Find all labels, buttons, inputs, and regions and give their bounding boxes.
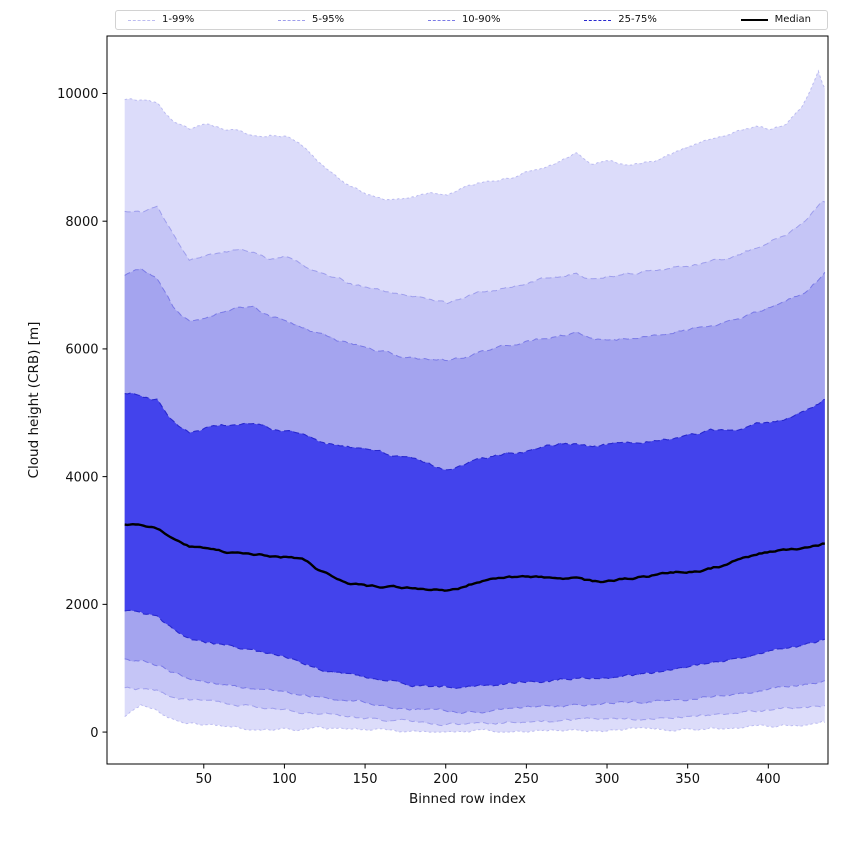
legend-line-sample	[128, 19, 155, 21]
x-tick-label-150: 150	[353, 772, 378, 787]
band-fills	[124, 71, 825, 733]
x-axis-label: Binned row index	[408, 791, 527, 807]
legend-line-sample	[584, 19, 612, 21]
x-tick-label-200: 200	[433, 772, 458, 787]
legend-label: Median	[774, 14, 811, 25]
axes: 50 100 150 200 250 300 350 40002000400060008000…	[57, 35, 829, 787]
legend-label: 10-90%	[461, 14, 501, 25]
y-tick-label-10000: 10000	[57, 87, 98, 102]
edge-line-p25	[124, 609, 825, 690]
edge-line-p90	[124, 267, 826, 362]
legend-item-5-95-: 5-95%	[277, 14, 345, 25]
x-tick-label-300: 300	[595, 772, 620, 787]
edge-line-p95	[124, 200, 825, 305]
legend-item-10-90-: 10-90%	[427, 14, 501, 25]
edge-line-p5	[124, 686, 825, 727]
chart-legend: 1-99% 5-95% 10-90% 25-75% Median	[115, 10, 828, 30]
x-tick-label-400: 400	[756, 772, 781, 787]
x-tick-label-100: 100	[272, 772, 297, 787]
y-tick-label-8000: 8000	[65, 215, 98, 230]
edge-line-p75	[124, 392, 825, 471]
legend-item-median: Median	[740, 14, 811, 25]
edge-line-p10	[124, 658, 825, 715]
y-tick-label-2000: 2000	[65, 598, 98, 613]
x-tick-label-250: 250	[514, 772, 539, 787]
legend-item-25-75-: 25-75%	[584, 15, 657, 25]
y-tick-label-4000: 4000	[65, 470, 98, 485]
band-fill-25-75%	[124, 393, 825, 689]
percentile-lines	[124, 69, 826, 733]
y-tick-label-0: 0	[90, 726, 98, 741]
legend-line-sample	[740, 19, 768, 21]
edge-line-p99	[124, 69, 826, 201]
y-axis-label: Cloud height (CRB) [m]	[26, 321, 42, 479]
y-tick-label-6000: 6000	[65, 343, 98, 358]
plot-border	[106, 35, 829, 765]
legend-line-sample	[427, 19, 455, 21]
legend-label: 1-99%	[162, 14, 195, 25]
legend-label: 5-95%	[311, 14, 345, 25]
median-line	[124, 522, 825, 592]
legend-item-1-99-: 1-99%	[128, 15, 194, 25]
edge-line-p1	[124, 703, 826, 733]
legend-line-sample	[277, 19, 305, 21]
legend-label: 25-75%	[618, 14, 657, 25]
x-tick-label-350: 350	[675, 772, 700, 787]
x-tick-label-50: 50	[196, 772, 213, 787]
